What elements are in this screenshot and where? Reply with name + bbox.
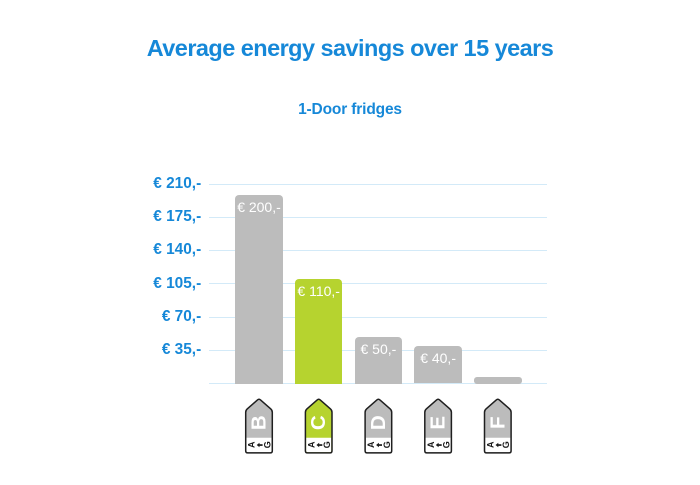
svg-text:A: A (306, 441, 316, 448)
svg-text:D: D (367, 415, 390, 430)
svg-text:G: G (322, 441, 332, 448)
svg-text:G: G (501, 441, 511, 448)
svg-text:B: B (248, 415, 271, 430)
svg-text:G: G (382, 441, 392, 448)
svg-text:G: G (262, 441, 272, 448)
svg-text:A: A (247, 441, 257, 448)
svg-text:A: A (426, 441, 436, 448)
svg-text:C: C (307, 415, 330, 430)
svg-text:G: G (442, 441, 452, 448)
svg-text:F: F (486, 416, 509, 429)
svg-text:E: E (427, 416, 450, 430)
svg-text:A: A (486, 441, 496, 448)
svg-text:A: A (366, 441, 376, 448)
